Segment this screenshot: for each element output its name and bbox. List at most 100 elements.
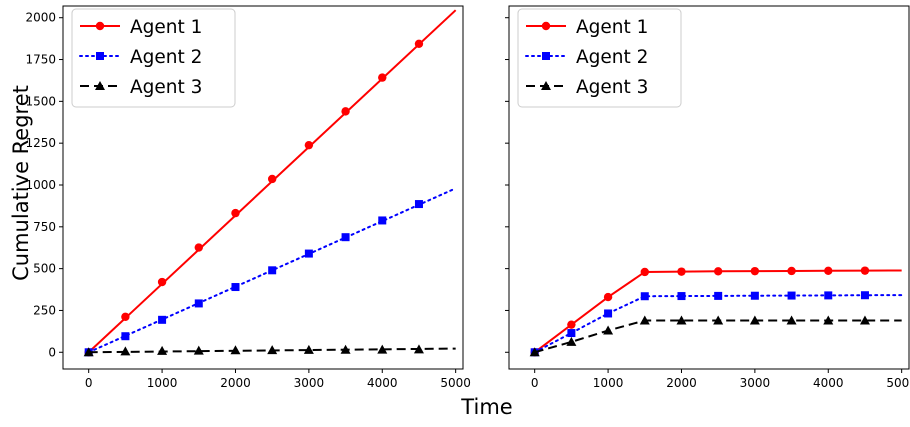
data-point-marker [824,266,833,276]
x-tick-label: 0 [85,376,93,390]
left-chart-panel: 0 1000 2000 3000 4000 5000 0 250 500 750 1000 1250 1… [25,5,471,390]
data-point-marker [121,312,130,322]
data-point-marker [194,243,203,252]
data-point-marker [83,347,94,357]
y-tick-label: 500 [33,262,56,276]
legend-marker [541,81,551,90]
x-tick-label: 1000 [147,376,178,390]
data-point-marker [677,267,686,276]
x-axis-title: Time [460,395,512,419]
data-point-marker [304,249,313,258]
data-point-marker [231,283,240,292]
legend: Agent 1 Agent 2 Agent 3 [71,8,236,108]
data-point-marker [640,292,649,301]
series-3 [83,344,456,357]
legend-label: Agent 3 [130,77,202,98]
data-point-marker [567,329,576,338]
data-point-marker [603,325,614,335]
data-point-marker [157,277,167,287]
data-point-marker [823,315,834,325]
data-point-marker [787,291,796,300]
data-point-marker [121,332,130,341]
y-tick-label: 0 [48,345,56,359]
series-1 [530,266,902,357]
data-point-marker [341,107,350,116]
series-line [533,294,903,354]
legend-marker [541,21,551,31]
data-point-marker [677,292,686,301]
legend-label: Agent 2 [130,47,202,68]
data-point-marker [413,344,424,354]
data-point-marker [378,216,387,225]
data-point-marker [267,345,278,355]
data-point-marker [750,266,760,276]
data-point-marker [414,39,424,49]
data-point-marker [604,309,613,318]
data-point-marker [304,140,314,150]
x-tick-label: 4000 [813,376,844,390]
legend-label: Agent 2 [576,47,648,68]
x-tick-label: 2000 [220,376,251,390]
data-point-marker [713,267,723,276]
legend-marker [96,52,104,60]
y-tick-label: 2000 [25,11,56,25]
x-tick-label: 2000 [666,376,697,390]
legend-marker [95,21,105,31]
data-point-marker [860,291,869,300]
data-point-marker [158,315,167,324]
data-point-marker [860,266,870,275]
x-tick-label: 1000 [593,376,624,390]
x-tick-label: 0 [531,376,539,390]
data-point-marker [267,174,277,184]
axes-frame [508,5,910,370]
data-point-marker [786,315,797,325]
data-point-marker [859,315,870,325]
data-point-marker [824,291,833,300]
data-point-marker [640,267,649,277]
legend-label: Agent 3 [576,77,648,98]
y-tick-label: 1750 [25,53,56,67]
data-point-marker [750,291,759,300]
data-point-marker [157,345,168,355]
data-point-marker [749,315,760,325]
data-point-marker [639,315,650,325]
data-point-marker [566,336,577,346]
x-tick-label: 5000 [440,376,471,390]
x-tick-label: 5000 [886,376,910,390]
y-axis-title: Cumulative Regret [9,85,33,281]
y-tick-label: 250 [33,303,56,317]
data-point-marker [787,266,796,276]
y-tick-label: 1250 [25,136,56,150]
x-tick-label: 3000 [740,376,771,390]
data-point-marker [567,320,576,329]
data-point-marker [231,208,240,218]
legend-marker [542,52,550,60]
series-2 [84,187,457,357]
data-point-marker [603,292,613,302]
legend-label: Agent 1 [576,17,648,38]
data-point-marker [230,345,241,355]
data-point-marker [414,200,423,209]
x-tick-label: 3000 [294,376,325,390]
data-point-marker [529,347,540,357]
legend-box [517,8,682,108]
data-point-marker [340,344,351,354]
legend-label: Agent 1 [130,17,202,38]
data-point-marker [268,266,277,275]
y-tick-label: 1500 [25,94,56,108]
data-point-marker [714,291,723,300]
data-point-marker [120,346,131,356]
series-line [534,269,902,354]
data-point-marker [341,233,350,242]
y-tick-label: 1000 [25,178,56,192]
y-tick-label: 750 [33,220,56,234]
x-tick-label: 4000 [367,376,398,390]
series-line [534,319,902,354]
legend: Agent 1 Agent 2 Agent 3 [517,8,682,108]
data-point-marker [193,345,204,355]
data-point-marker [378,73,387,82]
legend-box [71,8,236,108]
axes-frame [62,5,464,370]
